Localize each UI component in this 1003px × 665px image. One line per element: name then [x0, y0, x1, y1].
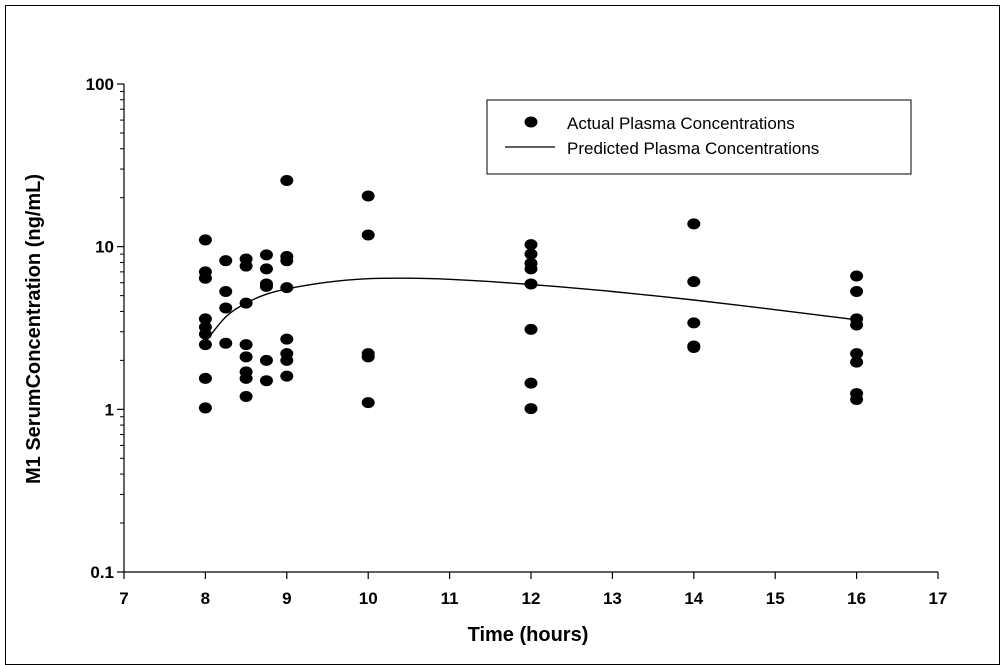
- data-point: [219, 255, 233, 267]
- x-tick-label: 12: [522, 589, 541, 608]
- data-point: [850, 393, 864, 405]
- data-point: [280, 255, 294, 267]
- data-point: [850, 319, 864, 331]
- data-point: [259, 249, 273, 261]
- actual-points-layer: [198, 175, 864, 415]
- data-point: [198, 313, 212, 325]
- data-point: [524, 377, 538, 389]
- y-tick-label: 1: [105, 400, 114, 419]
- x-tick-label: 7: [119, 589, 128, 608]
- data-point: [239, 390, 253, 402]
- y-axis-label: M1 SerumConcentration (ng/mL): [23, 174, 45, 484]
- axes: 7 8 9 10 11 12 13 14 15 16 17 0.1 1 10 100: [86, 75, 948, 608]
- legend: Actual Plasma Concentrations Predicted P…: [486, 99, 912, 175]
- data-point: [850, 270, 864, 282]
- data-point: [198, 402, 212, 414]
- data-point: [198, 272, 212, 284]
- data-point: [280, 354, 294, 366]
- data-point: [219, 337, 233, 349]
- x-tick-label: 13: [603, 589, 622, 608]
- data-point: [524, 263, 538, 275]
- data-point: [687, 341, 701, 353]
- data-point: [239, 339, 253, 351]
- data-point: [280, 175, 294, 187]
- data-point: [280, 370, 294, 382]
- data-point: [198, 234, 212, 246]
- data-point: [524, 278, 538, 290]
- predicted-curve-layer: [204, 277, 857, 343]
- x-tick-label: 11: [441, 589, 459, 608]
- data-point: [850, 356, 864, 368]
- x-tick-label: 10: [359, 589, 378, 608]
- legend-box: [486, 99, 912, 175]
- data-point: [361, 190, 375, 202]
- y-tick-label: 10: [95, 238, 114, 257]
- data-point: [361, 351, 375, 363]
- data-point: [687, 218, 701, 230]
- data-point: [239, 351, 253, 363]
- data-point: [524, 239, 538, 251]
- data-point: [687, 276, 701, 288]
- legend-marker-actual: [524, 116, 538, 128]
- data-point: [198, 372, 212, 384]
- data-point: [361, 229, 375, 241]
- data-point: [259, 375, 273, 387]
- data-point: [259, 263, 273, 275]
- data-point: [198, 339, 212, 351]
- x-tick-label: 9: [282, 589, 291, 608]
- data-point: [850, 286, 864, 298]
- y-tick-label: 100: [86, 75, 114, 94]
- data-point: [239, 372, 253, 384]
- data-point: [280, 333, 294, 345]
- x-tick-label: 17: [929, 589, 948, 608]
- data-point: [280, 282, 294, 294]
- predicted-curve: [204, 277, 857, 343]
- data-point: [219, 286, 233, 298]
- data-point: [361, 397, 375, 409]
- legend-label-actual: Actual Plasma Concentrations: [567, 114, 795, 133]
- x-tick-label: 14: [684, 589, 703, 608]
- data-point: [524, 403, 538, 415]
- data-point: [524, 248, 538, 260]
- x-tick-label: 8: [201, 589, 210, 608]
- data-point: [850, 348, 864, 360]
- x-axis-label: Time (hours): [468, 624, 589, 646]
- data-point: [239, 297, 253, 309]
- y-tick-label: 0.1: [90, 563, 114, 582]
- data-point: [259, 354, 273, 366]
- data-point: [198, 328, 212, 340]
- data-point: [524, 323, 538, 335]
- data-point: [259, 280, 273, 292]
- data-point: [239, 260, 253, 272]
- x-tick-label: 16: [847, 589, 866, 608]
- legend-label-predicted: Predicted Plasma Concentrations: [567, 139, 819, 158]
- data-point: [219, 302, 233, 314]
- x-tick-label: 15: [766, 589, 785, 608]
- data-point: [687, 317, 701, 329]
